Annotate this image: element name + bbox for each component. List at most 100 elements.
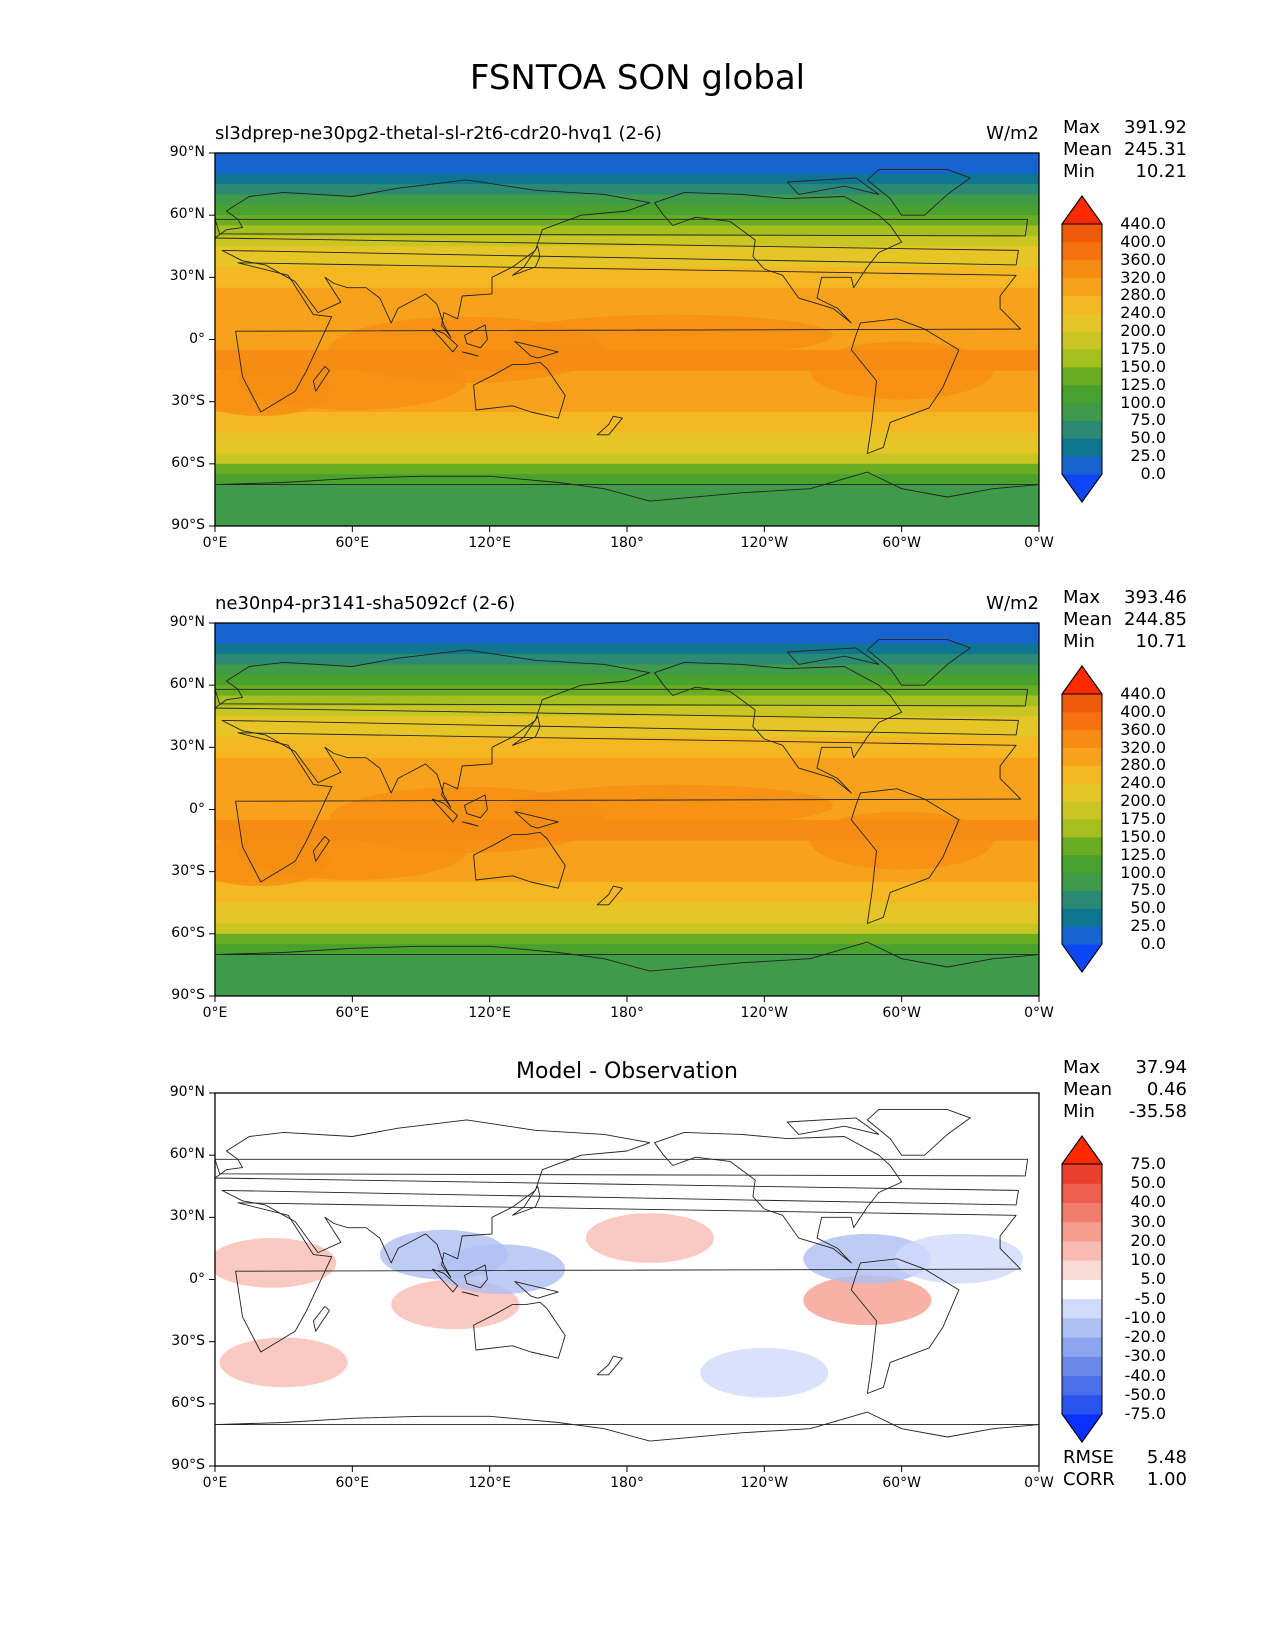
coastline xyxy=(235,262,1022,413)
colorbar-segment xyxy=(1062,819,1102,838)
colorbar-segment xyxy=(1062,277,1102,296)
colorbar-segment xyxy=(1062,890,1102,909)
stat-row: Max 37.94 xyxy=(1063,1057,1187,1079)
field-maximum xyxy=(215,366,330,417)
zonal-band xyxy=(215,902,1039,914)
x-tick-label: 0°W xyxy=(1024,1005,1054,1021)
field-map xyxy=(215,623,1039,996)
colorbar-segment xyxy=(1062,926,1102,945)
stat-value: 0.46 xyxy=(1146,1079,1187,1100)
zonal-band xyxy=(215,705,1039,717)
coastline xyxy=(512,715,541,746)
colorbar-tick-label: 175.0 xyxy=(1120,339,1166,358)
metric-value: 1.00 xyxy=(1146,1469,1187,1490)
coastline xyxy=(850,1258,960,1394)
zonal-band xyxy=(215,194,1039,206)
zonal-band xyxy=(215,975,1039,996)
zonal-band xyxy=(215,412,1039,423)
colorbar-segment xyxy=(1062,224,1102,243)
zonal-band xyxy=(215,882,1039,893)
coastline xyxy=(464,1264,488,1289)
colorbar-segment xyxy=(1062,1202,1102,1223)
coastline xyxy=(214,1411,1040,1442)
colorbar-segment xyxy=(1062,1298,1102,1319)
zonal-band xyxy=(215,861,1039,873)
metrics-box: RMSE 5.48 CORR 1.00 xyxy=(1063,1447,1187,1491)
colorbar-over-arrow xyxy=(1061,1135,1103,1165)
y-tick-label: 90°N xyxy=(169,1084,205,1100)
colorbar-segment xyxy=(1062,456,1102,475)
colorbar-segment xyxy=(1062,259,1102,279)
zonal-band xyxy=(215,360,1039,372)
colorbar-tick-label: 320.0 xyxy=(1120,737,1166,757)
coastline xyxy=(654,191,903,324)
zonal-band xyxy=(215,778,1039,790)
colorbar-tick-label: -10.0 xyxy=(1124,1307,1166,1327)
zonal-band xyxy=(215,840,1039,852)
zonal-band xyxy=(215,933,1039,945)
y-tick-label: 30°N xyxy=(169,268,205,285)
anomaly-patch xyxy=(215,1238,337,1288)
coastline xyxy=(596,885,623,906)
colorbar-segment xyxy=(1062,366,1102,386)
y-tick-label: 60°N xyxy=(169,676,205,693)
stat-value: 37.94 xyxy=(1135,1057,1187,1078)
coastline xyxy=(214,649,1019,808)
figure-title: FSNTOA SON global xyxy=(469,58,806,98)
metric-row: CORR 1.00 xyxy=(1063,1469,1187,1491)
zonal-band xyxy=(215,695,1039,707)
zonal-band xyxy=(215,505,1039,526)
anomaly-patch xyxy=(803,1233,932,1284)
stat-label: Mean xyxy=(1063,1079,1113,1100)
metric-label: RMSE xyxy=(1063,1447,1114,1468)
y-tick-label: 0° xyxy=(189,1270,205,1287)
y-tick-label: 90°S xyxy=(171,987,205,1003)
zonal-band xyxy=(215,685,1039,697)
zonal-band xyxy=(215,716,1039,728)
field-maximum xyxy=(810,811,994,870)
colorbar-segment xyxy=(1062,854,1102,874)
coastline xyxy=(214,1119,1019,1278)
colorbar-tick-label: 360.0 xyxy=(1120,249,1166,269)
colorbar-segment xyxy=(1062,331,1102,350)
coastline xyxy=(461,351,479,357)
coastline xyxy=(596,415,623,436)
x-tick-label: 0°W xyxy=(1024,1475,1054,1491)
coastline xyxy=(473,361,566,419)
coastline xyxy=(514,1281,559,1299)
y-tick-label: 90°N xyxy=(169,144,205,160)
stat-value: 10.71 xyxy=(1135,631,1187,652)
colorbar-frame xyxy=(1061,195,1103,503)
colorbar-over-arrow xyxy=(1061,195,1103,225)
colorbar-tick-label: 25.0 xyxy=(1130,916,1166,936)
colorbar-segment xyxy=(1062,1164,1102,1184)
colorbar-segment xyxy=(1062,711,1102,731)
zonal-band xyxy=(215,298,1039,310)
colorbar-tick-label: 10.0 xyxy=(1130,1250,1166,1270)
coastline xyxy=(514,811,559,829)
stat-label: Min xyxy=(1063,631,1095,652)
colorbar-tick-label: 30.0 xyxy=(1130,1211,1166,1231)
coastline xyxy=(473,831,566,889)
colorbar-tick-label: 20.0 xyxy=(1130,1230,1166,1250)
y-tick-label: 90°S xyxy=(171,1457,205,1473)
zonal-band xyxy=(215,892,1039,904)
colorbar-tick-label: -20.0 xyxy=(1124,1327,1166,1347)
zonal-band xyxy=(215,204,1039,216)
anomaly-patch xyxy=(437,1244,566,1295)
zonal-band xyxy=(215,184,1039,196)
zonal-band xyxy=(215,173,1039,185)
stat-label: Mean xyxy=(1063,139,1113,160)
colorbar-tick-label: 175.0 xyxy=(1120,809,1166,828)
zonal-band xyxy=(215,871,1039,883)
panel-title: ne30np4-pr3141-sha5092cf (2-6) xyxy=(215,593,516,614)
zonal-band xyxy=(215,643,1039,655)
x-tick-label: 60°W xyxy=(882,1475,921,1491)
zonal-band xyxy=(215,674,1039,686)
anomaly-patch xyxy=(700,1347,829,1398)
zonal-band xyxy=(215,153,1039,175)
zonal-band xyxy=(215,726,1039,738)
stat-row: Min 10.71 xyxy=(1063,631,1187,653)
stat-label: Max xyxy=(1063,587,1101,608)
zonal-band xyxy=(215,944,1039,956)
